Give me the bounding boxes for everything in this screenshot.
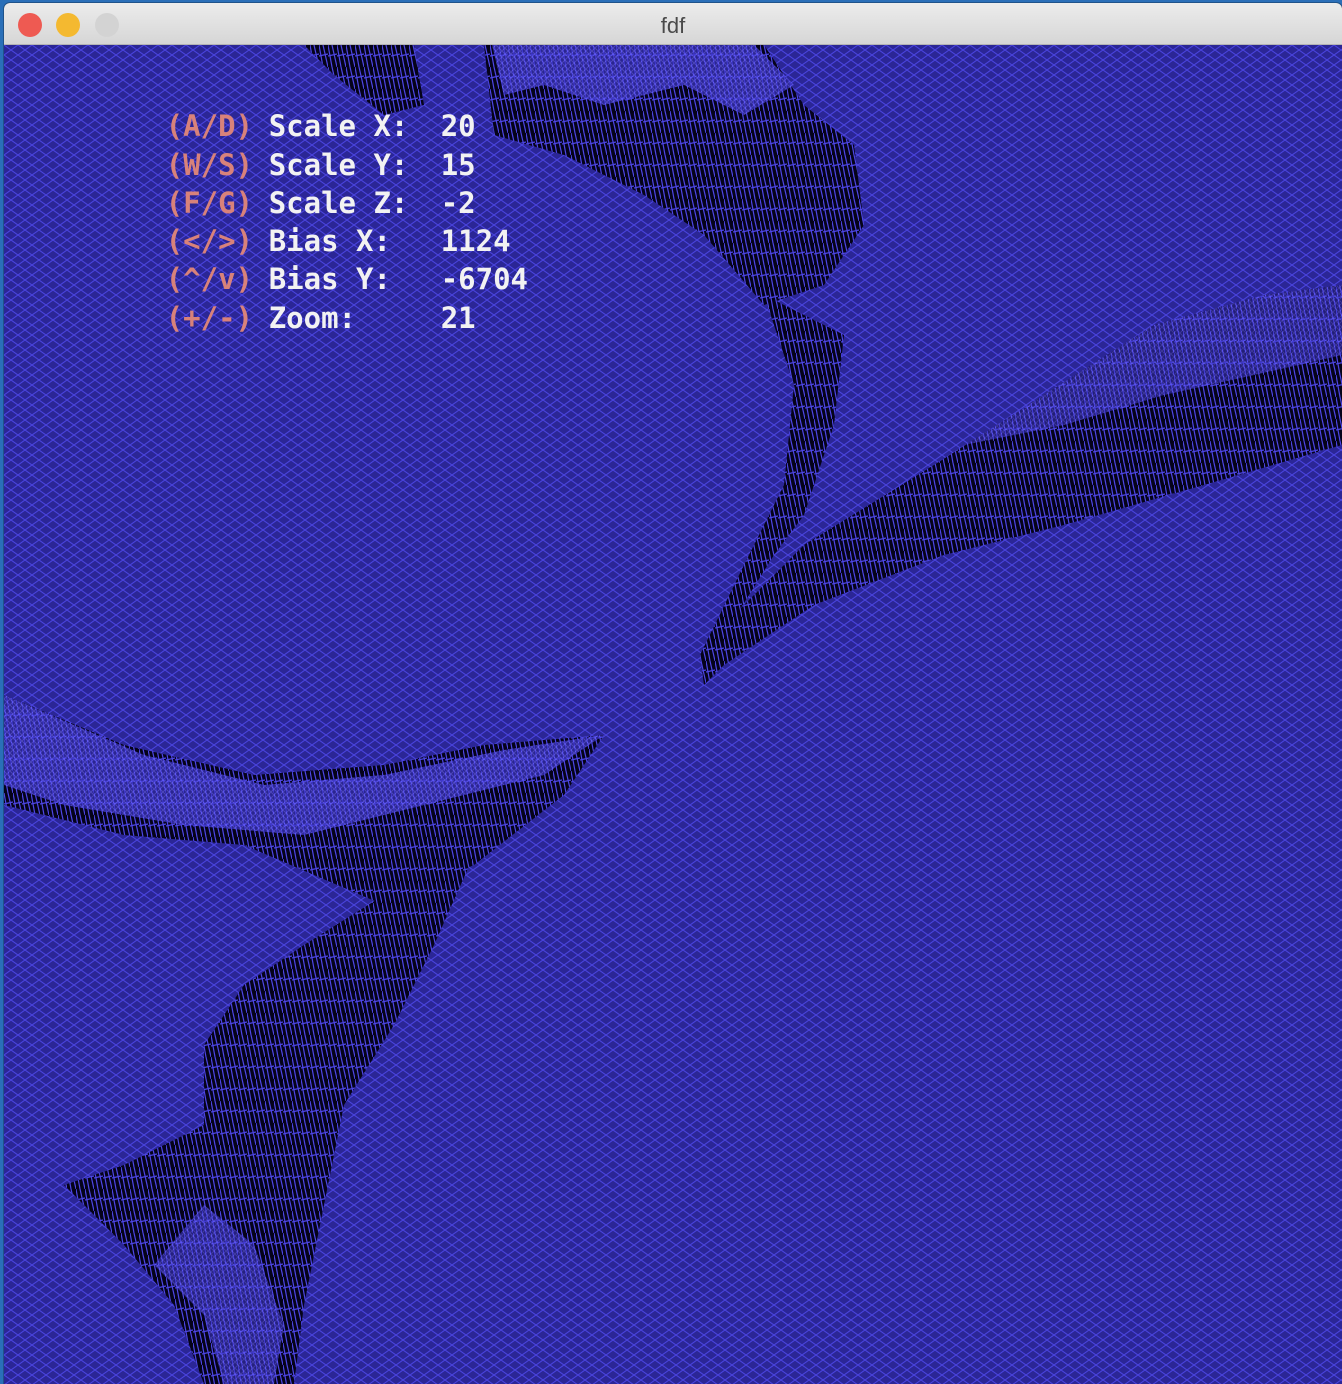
hud-keys: (</>) (165, 224, 253, 259)
hud-label: Bias Y: (268, 262, 391, 297)
hud-keys: (A/D) (165, 109, 253, 144)
hud-value: 1124 (440, 224, 511, 259)
hud-row-zoom: (+/-) Zoom: 21 (26, 260, 528, 335)
hud-label: Scale Z: (268, 185, 409, 220)
terrain-ridge (700, 295, 844, 685)
window-title: fdf (660, 13, 686, 38)
hud-keys: (+/-) (165, 300, 253, 335)
wireframe-canvas (4, 45, 1342, 1384)
terrain-ridge-crest (154, 1205, 284, 1384)
wireframe-viewport[interactable]: (A/D) Scale X: 20 (W/S) Scale Y: 15 (F/G) Sca… (4, 45, 1342, 1384)
hud-row-scale-z: (F/G) Scale Z: -2 (26, 146, 528, 220)
hud-value: 15 (440, 147, 476, 182)
terrain-ridge-crest (492, 45, 794, 115)
hud-value: 20 (440, 109, 476, 144)
hud-label: Zoom: (268, 300, 356, 335)
title-bar[interactable]: fdf (4, 3, 1342, 45)
hud-row-scale-y: (W/S) Scale Y: 15 (26, 107, 528, 182)
hud-row-bias-x: (</>) Bias X: 1124 (26, 184, 528, 258)
zoom-button[interactable] (95, 13, 119, 37)
hud-keys: (W/S) (165, 147, 253, 182)
hud-label: Bias X: (268, 224, 391, 259)
hud-keys: (^/v) (165, 262, 253, 297)
hud-label: Scale X: (268, 109, 409, 144)
hud-value: -2 (440, 185, 476, 220)
terrain-ridge-crest (934, 285, 1342, 465)
terrain-ridge (304, 45, 424, 115)
hud-label: Scale Y: (268, 147, 409, 182)
controls-overlay: (A/D) Scale X: 20 (W/S) Scale Y: 15 (F/G) Sca… (26, 69, 528, 335)
hud-row-bias-y: (^/v) Bias Y: -6704 (26, 222, 528, 296)
hud-value: 21 (440, 300, 476, 335)
minimize-button[interactable] (56, 13, 80, 37)
terrain-ridge-crest (4, 695, 604, 835)
hud-row-scale-x: (A/D) Scale X: 20 (26, 69, 528, 143)
close-button[interactable] (18, 13, 42, 37)
app-window: fdf (4, 3, 1342, 1384)
terrain-ridge (484, 45, 864, 305)
hud-value: -6704 (440, 262, 528, 297)
hud-keys: (F/G) (165, 185, 253, 220)
